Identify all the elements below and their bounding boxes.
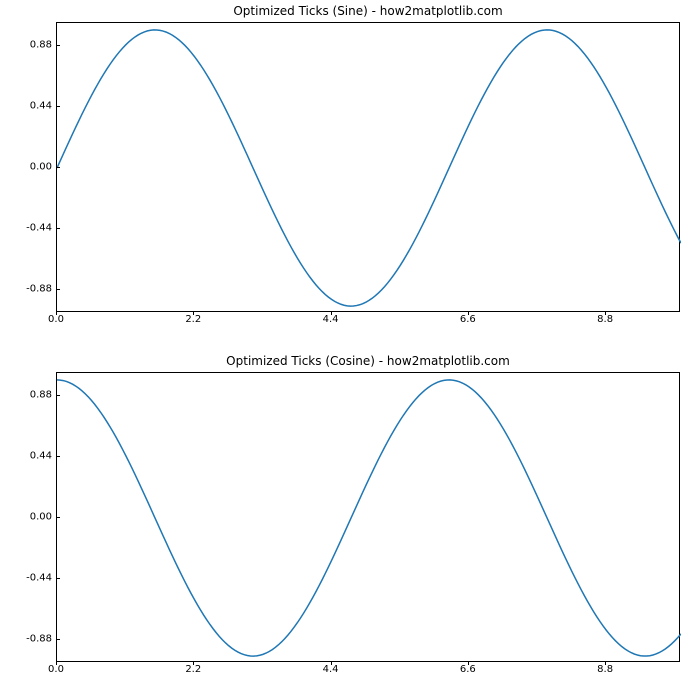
xtick-label: 4.4 (323, 664, 339, 675)
ytick-mark (56, 289, 60, 290)
xtick-label: 0.0 (48, 314, 64, 325)
line-sine (57, 30, 681, 306)
ytick-label: 0.44 (12, 451, 52, 462)
ytick-label: -0.88 (12, 633, 52, 644)
xtick-label: 8.8 (597, 664, 613, 675)
plot-sine (57, 23, 681, 313)
ytick-mark (56, 45, 60, 46)
ytick-mark (56, 228, 60, 229)
plot-cosine (57, 373, 681, 663)
ytick-mark (56, 639, 60, 640)
panel-cosine: Optimized Ticks (Cosine) - how2matplotli… (56, 372, 680, 682)
xtick-label: 0.0 (48, 664, 64, 675)
ytick-mark (56, 456, 60, 457)
xtick-label: 2.2 (185, 664, 201, 675)
xtick-label: 8.8 (597, 314, 613, 325)
xtick-label: 4.4 (323, 314, 339, 325)
ytick-label: 0.88 (12, 40, 52, 51)
xtick-label: 6.6 (460, 314, 476, 325)
ytick-mark (56, 517, 60, 518)
ytick-mark (56, 106, 60, 107)
ytick-label: -0.88 (12, 283, 52, 294)
ytick-label: -0.44 (12, 572, 52, 583)
ytick-label: 0.88 (12, 390, 52, 401)
line-cosine (57, 380, 681, 656)
panel-title-sine: Optimized Ticks (Sine) - how2matplotlib.… (56, 4, 680, 18)
ytick-label: 0.44 (12, 101, 52, 112)
ytick-label: -0.44 (12, 222, 52, 233)
ytick-label: 0.00 (12, 162, 52, 173)
ytick-mark (56, 395, 60, 396)
axes-cosine (56, 372, 680, 662)
panel-sine: Optimized Ticks (Sine) - how2matplotlib.… (56, 22, 680, 332)
ytick-mark (56, 578, 60, 579)
figure: Optimized Ticks (Sine) - how2matplotlib.… (0, 0, 700, 700)
panel-title-cosine: Optimized Ticks (Cosine) - how2matplotli… (56, 354, 680, 368)
ytick-label: 0.00 (12, 512, 52, 523)
ytick-mark (56, 167, 60, 168)
xtick-label: 6.6 (460, 664, 476, 675)
xtick-label: 2.2 (185, 314, 201, 325)
axes-sine (56, 22, 680, 312)
